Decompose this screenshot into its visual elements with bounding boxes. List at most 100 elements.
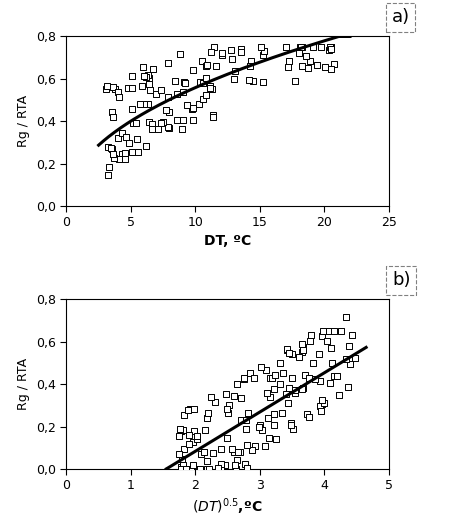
Point <box>237 416 245 424</box>
Point <box>203 457 211 465</box>
Point <box>318 396 325 404</box>
Point <box>230 392 238 400</box>
Point <box>298 340 305 349</box>
Point <box>189 66 197 75</box>
Point <box>189 438 197 446</box>
Point <box>272 435 280 443</box>
Point <box>153 90 160 98</box>
Point <box>189 103 197 111</box>
Point <box>345 383 352 391</box>
Point <box>202 63 210 71</box>
Point <box>108 144 116 153</box>
Point <box>266 374 273 382</box>
Point <box>108 108 116 116</box>
Point <box>317 406 325 415</box>
Point <box>283 345 291 354</box>
Point <box>283 345 291 354</box>
Point <box>191 427 198 435</box>
Point <box>283 390 290 399</box>
Point <box>103 82 111 90</box>
Point <box>240 375 247 383</box>
Point <box>140 71 148 80</box>
Point <box>185 406 192 414</box>
Point <box>233 465 240 473</box>
Point <box>164 93 172 101</box>
Point <box>179 455 186 463</box>
Point <box>165 108 173 116</box>
Point <box>200 95 207 104</box>
Point <box>180 116 187 125</box>
Point <box>128 148 136 156</box>
Point <box>327 43 335 51</box>
Point <box>249 77 256 85</box>
Point <box>177 463 184 471</box>
Point <box>278 409 285 417</box>
Point <box>214 464 222 473</box>
Point <box>155 125 162 133</box>
Point <box>325 46 332 55</box>
Point <box>115 93 123 101</box>
Point <box>291 386 299 394</box>
Point <box>348 330 356 339</box>
Point <box>295 48 302 57</box>
Point <box>327 379 334 387</box>
Point <box>196 465 204 473</box>
Point <box>185 440 192 448</box>
Point <box>243 464 251 473</box>
Point <box>270 410 278 418</box>
Point <box>228 445 236 453</box>
Point <box>139 63 146 71</box>
Point <box>164 123 172 131</box>
Point <box>259 78 266 86</box>
Point <box>333 373 340 381</box>
Point <box>145 80 153 89</box>
Point <box>201 426 209 435</box>
Point <box>319 327 327 336</box>
Point <box>328 45 335 54</box>
Point <box>237 394 245 402</box>
Point <box>316 350 323 358</box>
Point <box>225 401 233 409</box>
Point <box>193 432 201 440</box>
Point <box>162 106 170 114</box>
X-axis label: DT, ºC: DT, ºC <box>204 233 251 247</box>
Point <box>299 43 306 51</box>
Point <box>292 77 299 85</box>
Point <box>146 85 154 94</box>
Point <box>330 372 338 380</box>
Point <box>122 133 129 141</box>
Point <box>149 65 157 73</box>
Point <box>176 50 184 58</box>
Point <box>109 150 117 158</box>
Point <box>172 77 179 85</box>
Point <box>203 61 211 69</box>
Point <box>257 363 265 371</box>
Point <box>285 384 293 392</box>
Point <box>290 425 297 433</box>
Point <box>287 418 295 427</box>
Point <box>321 63 329 71</box>
Point <box>196 78 204 86</box>
Point <box>228 54 236 63</box>
Point <box>250 374 258 382</box>
Point <box>237 44 245 53</box>
Point <box>330 60 338 68</box>
Point <box>260 47 268 55</box>
Point <box>313 61 320 69</box>
Point <box>142 142 149 151</box>
Point <box>342 313 349 321</box>
Point <box>264 414 272 422</box>
Point <box>323 337 331 345</box>
Point <box>299 383 307 392</box>
Point <box>246 368 254 377</box>
Point <box>297 43 305 51</box>
Point <box>223 405 231 413</box>
Point <box>144 71 152 79</box>
Point <box>173 90 181 98</box>
Point <box>212 62 219 70</box>
Point <box>128 84 136 92</box>
Point <box>247 57 255 65</box>
Point <box>263 389 271 397</box>
Point <box>181 78 188 86</box>
Point <box>237 48 245 56</box>
